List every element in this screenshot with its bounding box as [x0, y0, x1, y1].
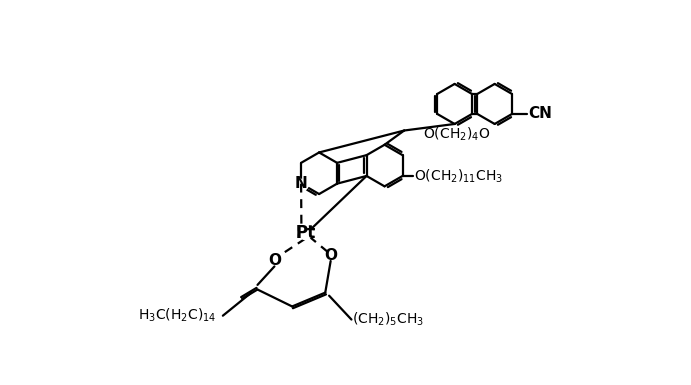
Text: CN: CN — [528, 107, 552, 121]
Circle shape — [299, 226, 312, 239]
Text: O(CH$_2$)$_4$O: O(CH$_2$)$_4$O — [424, 126, 491, 143]
Text: O(CH$_2$)$_{11}$CH$_3$: O(CH$_2$)$_{11}$CH$_3$ — [414, 167, 503, 185]
Text: H$_3$C(H$_2$C)$_{14}$: H$_3$C(H$_2$C)$_{14}$ — [138, 307, 216, 325]
Text: O: O — [268, 253, 281, 268]
Text: O: O — [324, 248, 337, 263]
Text: Pt: Pt — [295, 224, 315, 241]
Text: N: N — [295, 176, 307, 191]
Text: Pt: Pt — [295, 224, 315, 241]
Text: (CH$_2$)$_5$CH$_3$: (CH$_2$)$_5$CH$_3$ — [352, 311, 424, 328]
